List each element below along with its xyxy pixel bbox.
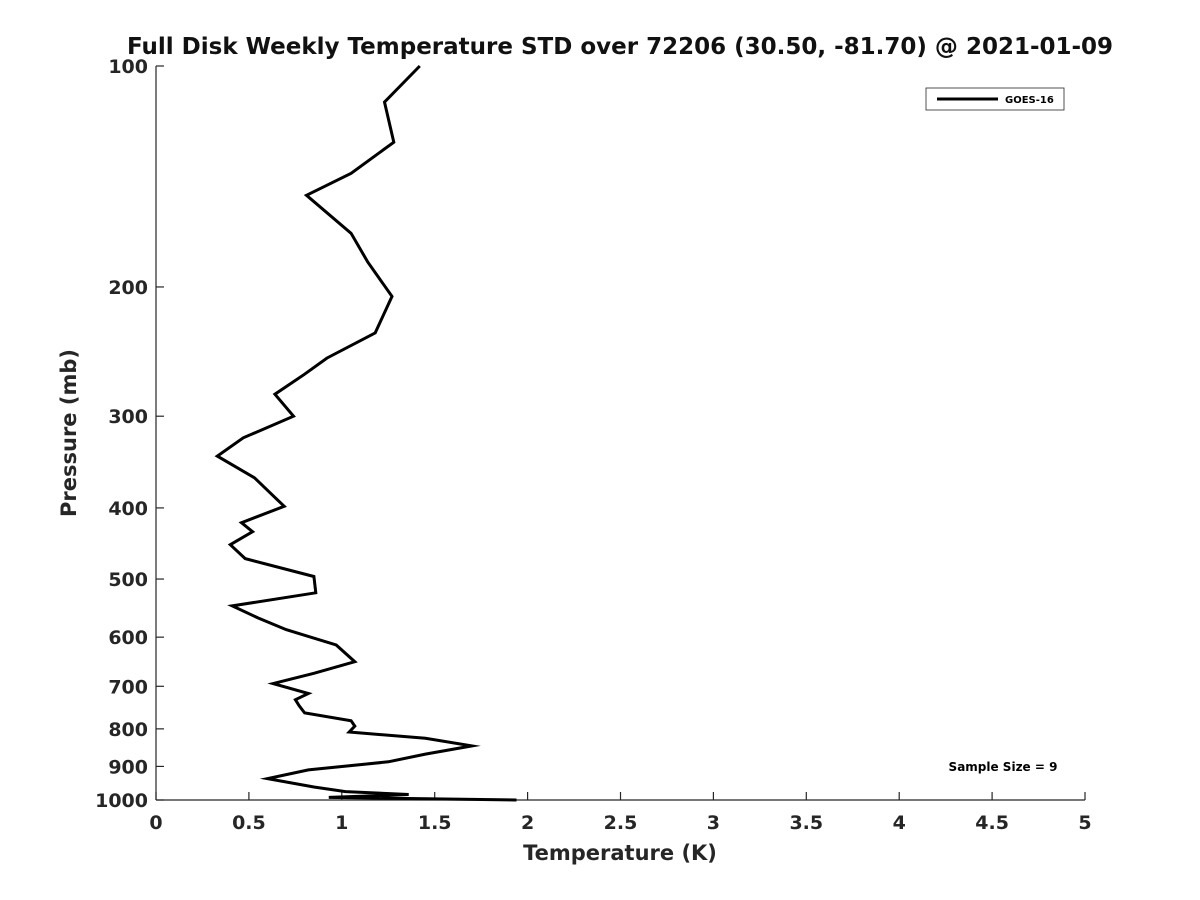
y-tick-label: 600 xyxy=(108,627,148,649)
y-tick-label: 300 xyxy=(108,406,148,428)
x-tick-label: 1 xyxy=(335,812,348,834)
y-tick-label: 900 xyxy=(108,756,148,778)
x-tick-label: 5 xyxy=(1078,812,1091,834)
x-tick-label: 2 xyxy=(521,812,534,834)
y-tick-label: 500 xyxy=(108,569,148,591)
x-tick-label: 0.5 xyxy=(232,812,266,834)
sample-size-annotation: Sample Size = 9 xyxy=(949,760,1058,774)
x-tick-label: 3.5 xyxy=(789,812,823,834)
x-axis-label: Temperature (K) xyxy=(523,841,717,865)
y-tick-label: 400 xyxy=(108,498,148,520)
x-tick-label: 4.5 xyxy=(975,812,1009,834)
y-tick-label: 100 xyxy=(108,56,148,78)
y-tick-label: 200 xyxy=(108,277,148,299)
y-ticks: 100 200 300 400 500 600 700 800 900 1000 xyxy=(95,56,164,812)
legend-label-goes-16: GOES-16 xyxy=(1005,95,1054,106)
chart-title: Full Disk Weekly Temperature STD over 72… xyxy=(127,34,1113,60)
y-axis-label: Pressure (mb) xyxy=(57,349,81,517)
legend: GOES-16 xyxy=(925,87,1065,111)
y-tick-label: 700 xyxy=(108,676,148,698)
x-tick-label: 4 xyxy=(893,812,906,834)
x-tick-label: 2.5 xyxy=(604,812,638,834)
x-ticks: 0 0.5 1 1.5 2 2.5 3 3.5 4 4.5 5 xyxy=(149,792,1092,834)
y-tick-label: 800 xyxy=(108,719,148,741)
x-tick-label: 1.5 xyxy=(418,812,452,834)
series-line-goes-16 xyxy=(214,64,517,802)
series-layer xyxy=(214,64,517,802)
x-tick-label: 3 xyxy=(707,812,720,834)
y-tick-label: 1000 xyxy=(95,790,148,812)
x-tick-label: 0 xyxy=(149,812,162,834)
